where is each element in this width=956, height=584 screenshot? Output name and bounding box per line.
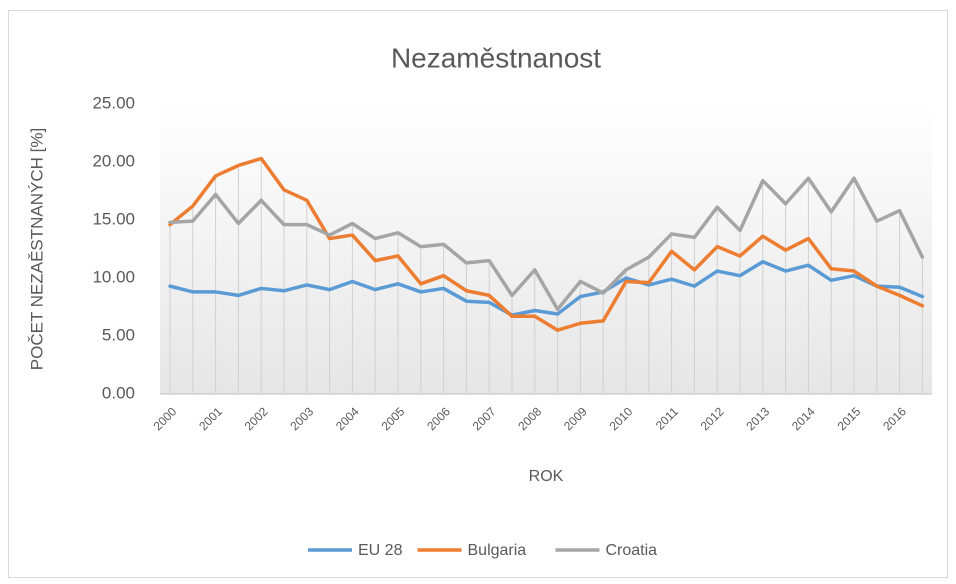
series-line [168,260,925,317]
chart-title: Nezaměstnanost [391,42,601,73]
x-axis-label: ROK [529,468,564,485]
series-line [168,176,925,312]
y-tick-label: 20.00 [92,151,135,170]
y-tick-label: 25.00 [92,93,135,112]
y-tick-label: 10.00 [92,267,135,286]
y-tick-label: 0.00 [102,383,135,402]
legend-label: Bulgaria [468,542,527,559]
legend-label: Croatia [606,542,658,559]
legend-label: EU 28 [358,542,403,559]
y-axis-label: POČET NEZAĚSTNANÝCH [%] [27,128,46,370]
y-tick-label: 15.00 [92,209,135,228]
y-tick-label: 5.00 [102,325,135,344]
plot-area [160,104,932,394]
series-line [168,156,925,332]
